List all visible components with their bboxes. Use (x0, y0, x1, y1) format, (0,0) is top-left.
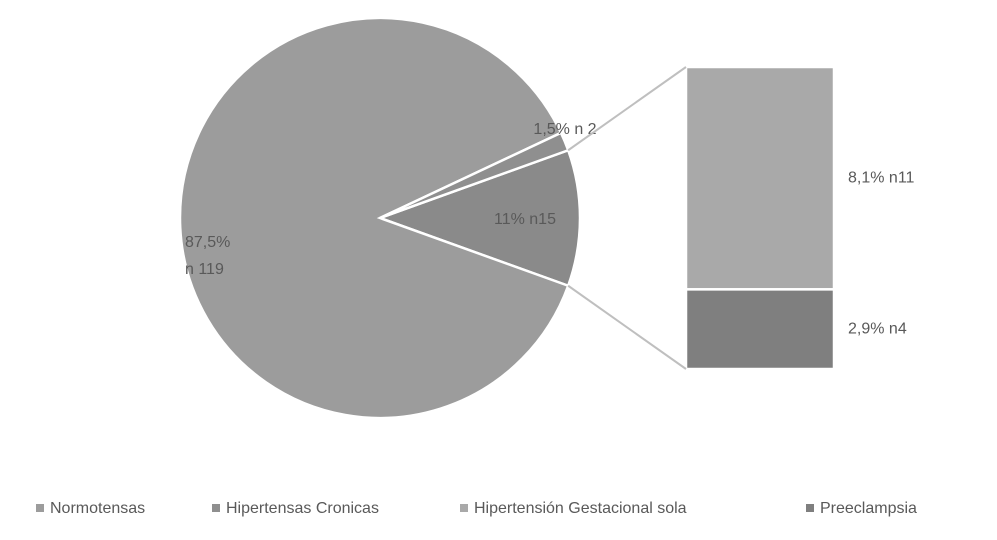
bar-segment (684, 65, 836, 291)
data-label: 87,5% n 119 (185, 234, 230, 278)
legend-swatch (36, 504, 44, 512)
connector-line (567, 66, 687, 152)
legend-swatch (460, 504, 468, 512)
legend-swatch (212, 504, 220, 512)
pie-slice (178, 16, 570, 420)
bar-segment (684, 288, 836, 371)
legend-label: Preeclampsia (820, 500, 917, 517)
connector-line (567, 284, 687, 370)
data-label: 11% n15 (494, 211, 556, 228)
pie-slice (376, 148, 582, 288)
data-label: 1,5% n 2 (533, 121, 596, 138)
legend-label: Normotensas (50, 500, 145, 517)
legend-label: Hipertensión Gestacional sola (474, 500, 687, 517)
data-label: 8,1% n11 (848, 169, 915, 186)
legend-label: Hipertensas Cronicas (226, 500, 379, 517)
data-label: 2,9% n4 (848, 320, 907, 337)
legend-swatch (806, 504, 814, 512)
